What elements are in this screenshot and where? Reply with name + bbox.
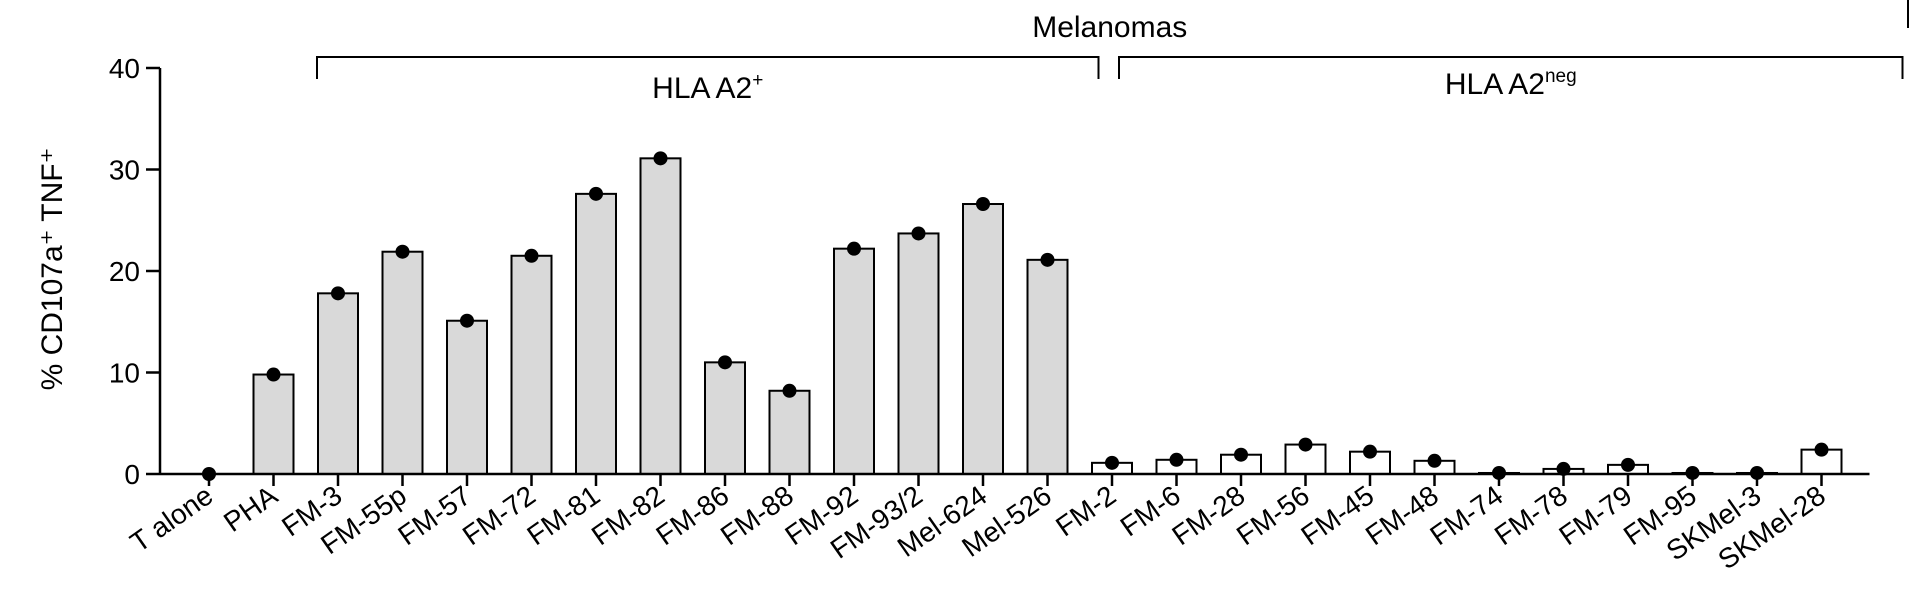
x-tick-label: FM-28 <box>1166 480 1250 552</box>
data-point <box>460 313 474 328</box>
x-tick-label: FM-88 <box>715 480 799 552</box>
data-point <box>1556 461 1571 476</box>
x-tick-label: T alone <box>125 480 219 559</box>
group-label-melanomas: Melanomas <box>1032 11 1187 44</box>
data-point <box>782 383 797 398</box>
x-tick-label: FM-74 <box>1424 480 1508 552</box>
data-point <box>1814 442 1829 457</box>
x-tick-label: FM-48 <box>1360 480 1444 552</box>
group-label-hla-a2-pos: HLA A2+ <box>652 70 763 105</box>
data-point <box>266 367 281 382</box>
x-tick-label: FM-81 <box>521 480 605 552</box>
group-label-hla-a2-neg: HLA A2neg <box>1445 66 1577 101</box>
bar <box>704 361 746 476</box>
x-tick-label: FM-86 <box>650 480 734 552</box>
x-tick-label: FM-72 <box>457 480 541 552</box>
data-point <box>1427 453 1442 468</box>
bracket-hla-a2-neg <box>1118 56 1904 79</box>
data-point <box>395 244 410 259</box>
y-axis: 0 10 20 30 40 <box>109 53 162 490</box>
x-tick-label: FM-2 <box>1050 480 1121 543</box>
bar <box>575 192 617 476</box>
data-point <box>1105 455 1119 470</box>
data-point <box>1298 437 1313 452</box>
y-tick-label: 40 <box>109 53 140 84</box>
bar <box>897 232 940 475</box>
x-tick-label: PHA <box>218 479 283 538</box>
y-tick-label: 0 <box>124 459 140 490</box>
y-axis-title: % CD107a⁺ TNF⁺ <box>36 148 69 391</box>
x-axis: T alone PHAFM-3FM-55pFM-57FM-72FM-81FM-82… <box>125 472 1870 575</box>
data-point <box>718 355 732 370</box>
data-point <box>1234 447 1248 462</box>
data-point <box>653 151 668 166</box>
data-point <box>1040 252 1055 267</box>
x-tick-label: FM-45 <box>1295 480 1379 552</box>
data-point <box>976 197 990 212</box>
data-point <box>524 248 539 263</box>
bar <box>768 389 811 475</box>
group-brackets: Melanomas HLA A2+ HLA A2neg <box>316 0 1909 105</box>
data-point <box>847 241 861 256</box>
bar <box>446 319 488 475</box>
data-point <box>1363 444 1377 459</box>
y-tick-label: 10 <box>109 358 140 389</box>
bar <box>317 292 359 475</box>
data-point <box>911 226 926 241</box>
bar <box>639 157 682 476</box>
bar <box>833 247 875 475</box>
bar <box>962 203 1004 475</box>
bar <box>252 373 295 475</box>
bracket-hla-a2-pos <box>316 56 1100 79</box>
x-tick-label: FM-82 <box>586 480 670 552</box>
x-tick-label: FM-57 <box>392 480 476 552</box>
data-point <box>331 286 345 301</box>
x-tick-label: FM-56 <box>1231 480 1315 552</box>
data-point <box>1621 457 1635 472</box>
bar <box>510 254 553 475</box>
x-tick-label: FM-79 <box>1553 480 1637 552</box>
bar <box>1026 258 1069 475</box>
y-tick-label: 20 <box>109 256 140 287</box>
bar <box>381 250 424 475</box>
data-points <box>202 151 1829 481</box>
bars <box>252 157 1843 476</box>
y-tick-label: 30 <box>109 155 140 186</box>
x-tick-label: FM-78 <box>1489 480 1573 552</box>
data-point <box>1169 452 1184 467</box>
data-point <box>589 186 603 201</box>
